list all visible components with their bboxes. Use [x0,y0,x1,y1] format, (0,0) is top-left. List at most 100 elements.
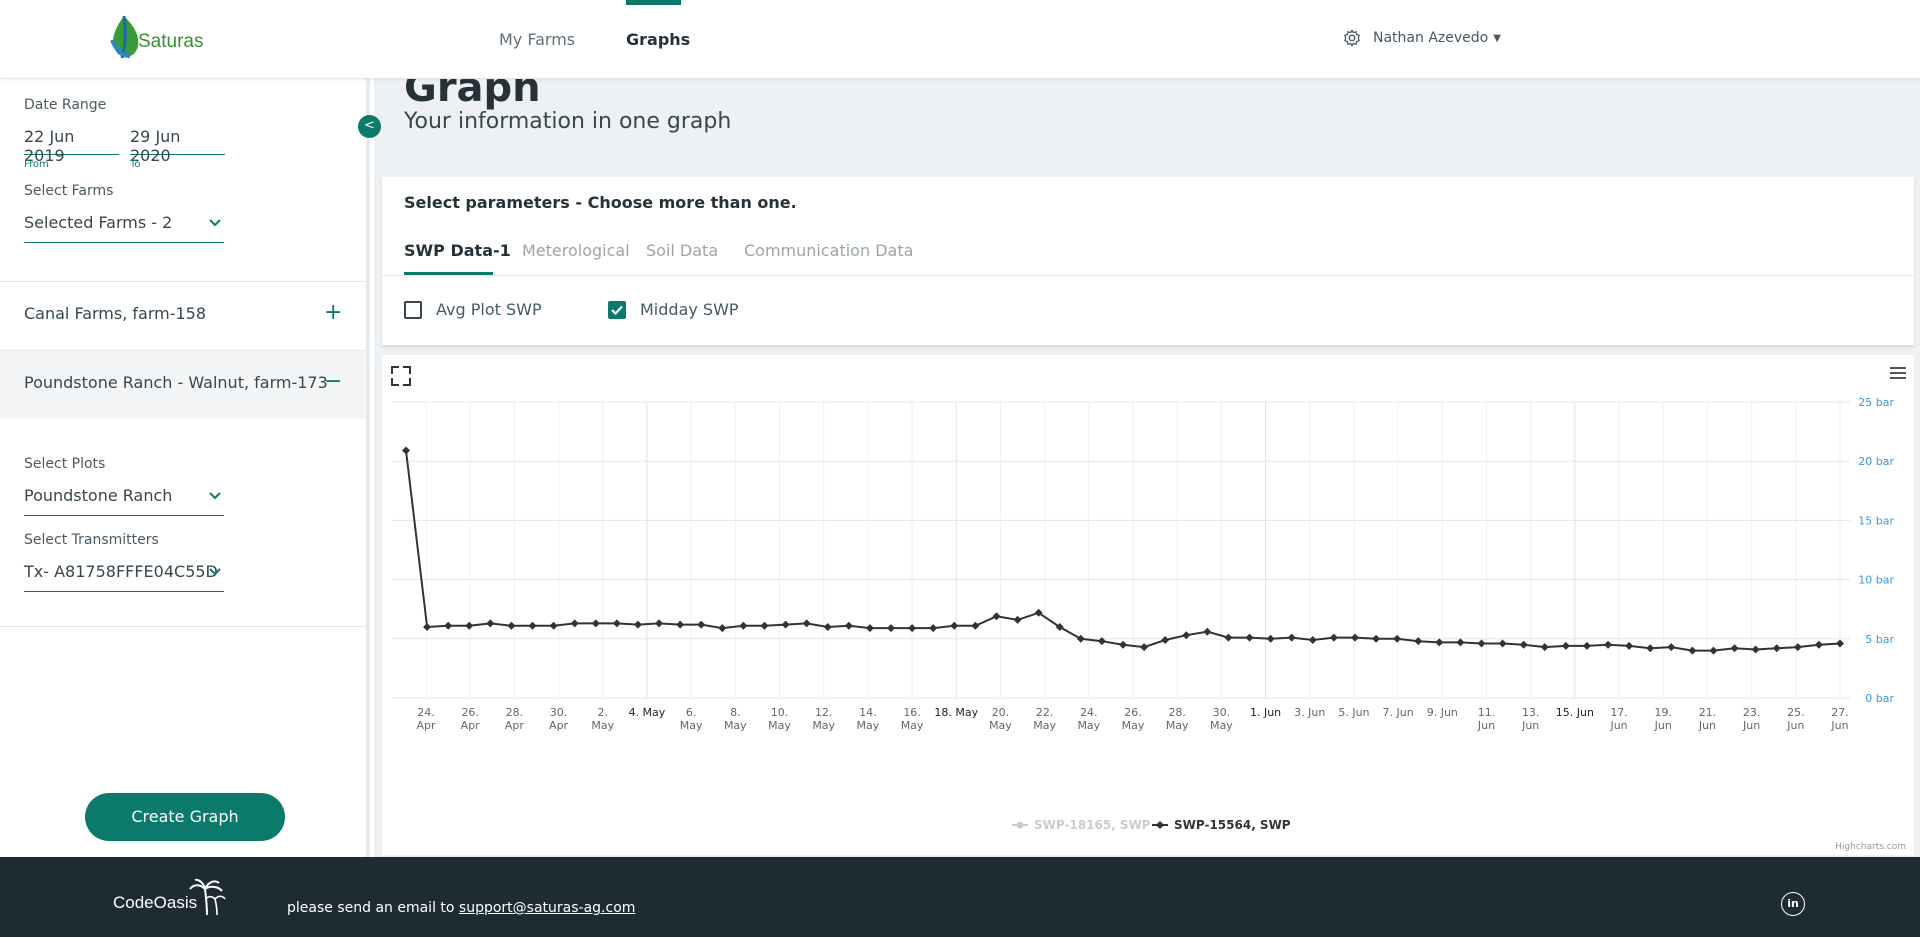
data-point[interactable] [1498,639,1507,648]
data-point[interactable] [1140,643,1149,652]
data-point[interactable] [1688,646,1697,655]
collapse-minus-icon[interactable]: − [324,369,343,394]
data-point[interactable] [1266,634,1275,643]
user-menu[interactable]: Nathan Azevedo ▼ [1343,29,1501,47]
data-point[interactable] [823,622,832,631]
data-point[interactable] [676,620,685,629]
avg-plot-swp-checkbox[interactable]: Avg Plot SWP [404,300,542,319]
data-point[interactable] [1013,615,1022,624]
data-point[interactable] [1625,641,1634,650]
data-point[interactable] [865,624,874,633]
highcharts-credit[interactable]: Highcharts.com [1835,842,1906,852]
tab-meterological[interactable]: Meterological [522,241,630,260]
tab-communication-data[interactable]: Communication Data [744,241,914,260]
create-graph-button[interactable]: Create Graph [85,793,285,841]
data-point[interactable] [1097,637,1106,646]
data-point[interactable] [1730,644,1739,653]
data-point[interactable] [1667,643,1676,652]
data-point[interactable] [486,619,495,628]
data-point[interactable] [633,620,642,629]
data-point[interactable] [1393,634,1402,643]
data-point[interactable] [781,620,790,629]
data-point[interactable] [1308,635,1317,644]
data-point[interactable] [1076,634,1085,643]
select-farms-dropdown[interactable]: Selected Farms - 2 [24,213,224,243]
data-point[interactable] [802,619,811,628]
data-point[interactable] [465,621,474,630]
fullscreen-icon[interactable] [391,366,411,386]
data-point[interactable] [1350,633,1359,642]
data-point[interactable] [1182,631,1191,640]
data-point[interactable] [1793,643,1802,652]
data-point[interactable] [1751,645,1760,654]
data-point[interactable] [887,624,896,633]
data-point[interactable] [1540,643,1549,652]
data-point[interactable] [1287,633,1296,642]
collapse-sidebar-button[interactable]: < [358,115,381,138]
farm-row-poundstone[interactable]: Poundstone Ranch - Walnut, farm-173 − [0,351,366,419]
data-point[interactable] [402,446,410,455]
data-point[interactable] [971,621,980,630]
tab-soil-data[interactable]: Soil Data [646,241,719,260]
data-point[interactable] [591,619,600,628]
data-point[interactable] [718,624,727,633]
nav-graphs[interactable]: Graphs [626,30,691,49]
checkbox-checked-icon[interactable] [608,300,626,319]
data-point[interactable] [739,621,748,630]
data-point[interactable] [444,621,453,630]
data-point[interactable] [1329,633,1338,642]
tab-swp-data[interactable]: SWP Data-1 [404,241,511,260]
farm-row-canal[interactable]: Canal Farms, farm-158 + [0,282,366,350]
midday-swp-checkbox[interactable]: Midday SWP [608,300,739,319]
data-point[interactable] [1456,638,1465,647]
data-point[interactable] [528,621,537,630]
data-point[interactable] [1561,641,1570,650]
data-point[interactable] [1836,639,1844,648]
data-point[interactable] [844,621,853,630]
data-point[interactable] [1477,639,1486,648]
data-point[interactable] [1582,641,1591,650]
data-point[interactable] [423,622,432,631]
data-point[interactable] [929,624,938,633]
select-plots-dropdown[interactable]: Poundstone Ranch [24,486,224,516]
chart-menu-icon[interactable] [1890,367,1906,379]
data-point[interactable] [549,621,558,630]
data-point[interactable] [1709,646,1718,655]
data-point[interactable] [1203,627,1212,636]
data-point[interactable] [1055,622,1064,631]
data-point[interactable] [1224,633,1233,642]
support-email-link[interactable]: support@saturas-ag.com [458,900,636,916]
data-point[interactable] [1519,640,1528,649]
data-point[interactable] [1604,640,1613,649]
data-point[interactable] [507,621,516,630]
data-point[interactable] [1161,635,1170,644]
data-point[interactable] [612,619,621,628]
data-point[interactable] [1119,640,1127,649]
data-point[interactable] [1772,644,1781,653]
data-point[interactable] [992,612,1001,621]
data-point[interactable] [570,619,579,628]
data-point[interactable] [655,619,664,628]
data-point[interactable] [1646,644,1655,653]
linkedin-icon[interactable]: in [1781,892,1805,916]
legend-item-swp-18165[interactable]: SWP-18165, SWP [1012,818,1151,832]
data-point[interactable] [950,621,959,630]
date-to-input[interactable]: 29 Jun 2020 [130,127,225,165]
data-point[interactable] [1435,638,1444,647]
gear-icon[interactable] [1343,29,1361,47]
data-point[interactable] [1414,637,1423,646]
date-from-input[interactable]: 22 Jun 2019 [24,127,119,165]
checkbox-unchecked-icon[interactable] [404,300,422,319]
data-point[interactable] [908,624,917,633]
data-point[interactable] [1245,633,1254,642]
expand-plus-icon[interactable]: + [324,300,343,325]
nav-my-farms[interactable]: My Farms [499,30,576,49]
saturas-logo[interactable]: Saturas [108,14,218,62]
data-point[interactable] [697,620,706,629]
legend-item-swp-15564[interactable]: SWP-15564, SWP [1152,818,1291,832]
data-point[interactable] [1034,608,1043,617]
data-point[interactable] [760,621,769,630]
data-point[interactable] [1814,640,1823,649]
select-transmitters-dropdown[interactable]: Tx- A81758FFFE04C55D [24,562,224,592]
data-point[interactable] [1372,634,1381,643]
